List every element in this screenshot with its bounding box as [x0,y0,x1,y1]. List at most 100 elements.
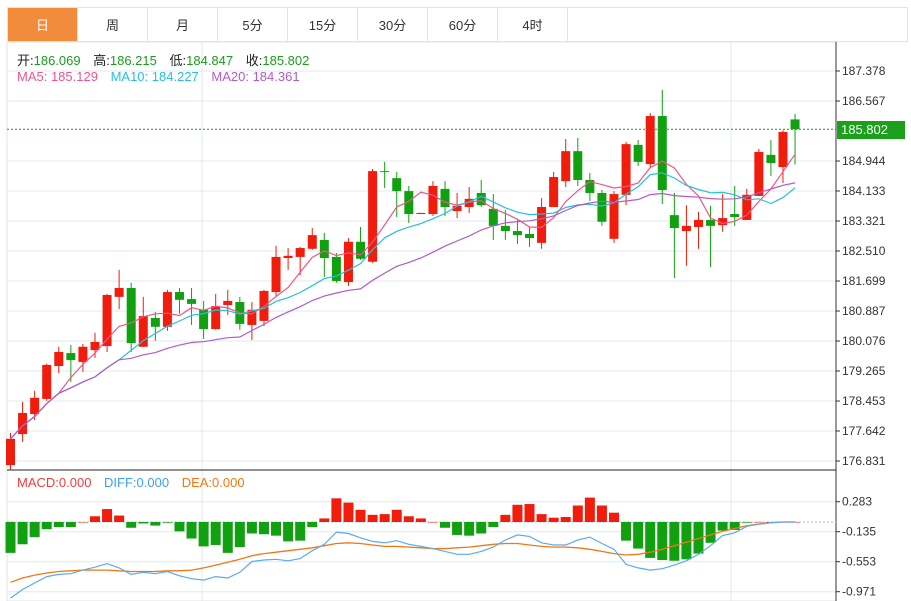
candle-up [452,205,462,212]
macd-bar [705,522,716,543]
macd-bar [488,522,499,528]
macd-bar [114,515,125,523]
candle-up [211,306,221,330]
tab-60min[interactable]: 60分 [428,8,498,41]
candle-up [428,185,438,215]
ma5-line [10,153,796,440]
candle-down [706,219,716,226]
macd-bar [741,522,752,523]
candle-down [331,256,341,281]
macd-bar [271,522,282,536]
candle-down [440,188,450,208]
macd-bar [126,522,137,528]
macd-bar [258,522,269,535]
candle-up [368,171,378,262]
open-label: 开: [17,53,34,68]
macd-bar [89,516,100,523]
candle-down [730,214,740,217]
close-label: 收: [245,53,263,68]
macd-bar [138,522,149,524]
macd-bar [536,514,547,523]
macd-bar [5,522,16,553]
macd-bar [367,514,378,523]
macd-bar [645,522,656,558]
candle-up [271,256,281,293]
macd-bar [717,522,728,531]
candle-down [669,215,679,229]
tab-4hour[interactable]: 4时 [498,8,568,41]
dea-line [10,521,796,583]
candle-up [609,194,619,239]
macd-bar [596,505,607,523]
macd-bar [65,522,76,528]
macd-bar [440,522,451,528]
candle-up [295,248,305,257]
candle-up [343,241,353,283]
macd-bar [198,522,209,547]
macd-bar [391,509,402,523]
candle-up [162,292,172,327]
close-value: 185.802 [262,53,310,68]
macd-bar [41,522,52,530]
candle-up [681,225,691,232]
candle-down [500,225,510,232]
candle-up [223,300,233,305]
price-tick-label: 181.699 [842,274,886,288]
macd-value: MACD:0.000 [17,475,92,490]
macd-bar [379,514,390,523]
tab-30min[interactable]: 30分 [358,8,428,41]
price-tick-label: 177.642 [842,424,886,438]
macd-bar [77,522,88,523]
high-label: 高: [93,53,110,68]
candle-up [283,255,293,259]
tab-15min[interactable]: 15分 [288,8,358,41]
candle-up [30,397,40,415]
price-tick-label: 180.076 [842,334,886,348]
candle-down [525,233,535,239]
price-tick-label: 183.321 [842,214,886,228]
macd-bar [464,522,475,536]
candle-down [585,180,595,193]
candle-down [319,239,329,259]
ma10-line [10,172,796,440]
price-tick-label: 182.510 [842,244,886,258]
candle-up [693,219,703,227]
tab-day[interactable]: 日 [8,8,78,41]
candle-up [645,116,655,165]
tab-5min[interactable]: 5分 [218,8,288,41]
high-value: 186.215 [109,53,157,68]
ma5-value: MA5: 185.129 [17,69,98,84]
macd-bar [548,517,559,523]
macd-bar [150,522,161,526]
candle-up [78,346,88,362]
macd-bar [210,522,221,545]
candle-down [126,287,136,344]
macd-tick-label: 0.283 [842,495,872,509]
candle-up [416,212,426,215]
macd-bar [633,522,644,549]
macd-bar [29,522,40,538]
macd-bar [476,522,487,534]
macd-bar [343,502,354,523]
candle-up [18,412,28,435]
candle-up [307,235,317,249]
candle-up [6,438,15,466]
candle-down [187,299,197,304]
macd-bar [174,522,185,532]
ma-info: MA5: 185.129 MA10: 184.227 MA20: 184.361 [17,69,309,84]
candle-up [778,131,788,168]
candle-up [537,207,547,243]
tab-week[interactable]: 周 [78,8,148,41]
candle-down [512,231,522,236]
price-tick-label: 186.567 [842,94,886,108]
candle-up [114,287,124,297]
price-tick-label: 176.831 [842,454,886,468]
diff-value: DIFF:0.000 [104,475,170,490]
macd-bar [621,522,632,541]
macd-bar [584,497,595,523]
candle-down [476,192,486,206]
macd-bar [355,509,366,523]
tab-month[interactable]: 月 [148,8,218,41]
candle-down [766,154,776,163]
